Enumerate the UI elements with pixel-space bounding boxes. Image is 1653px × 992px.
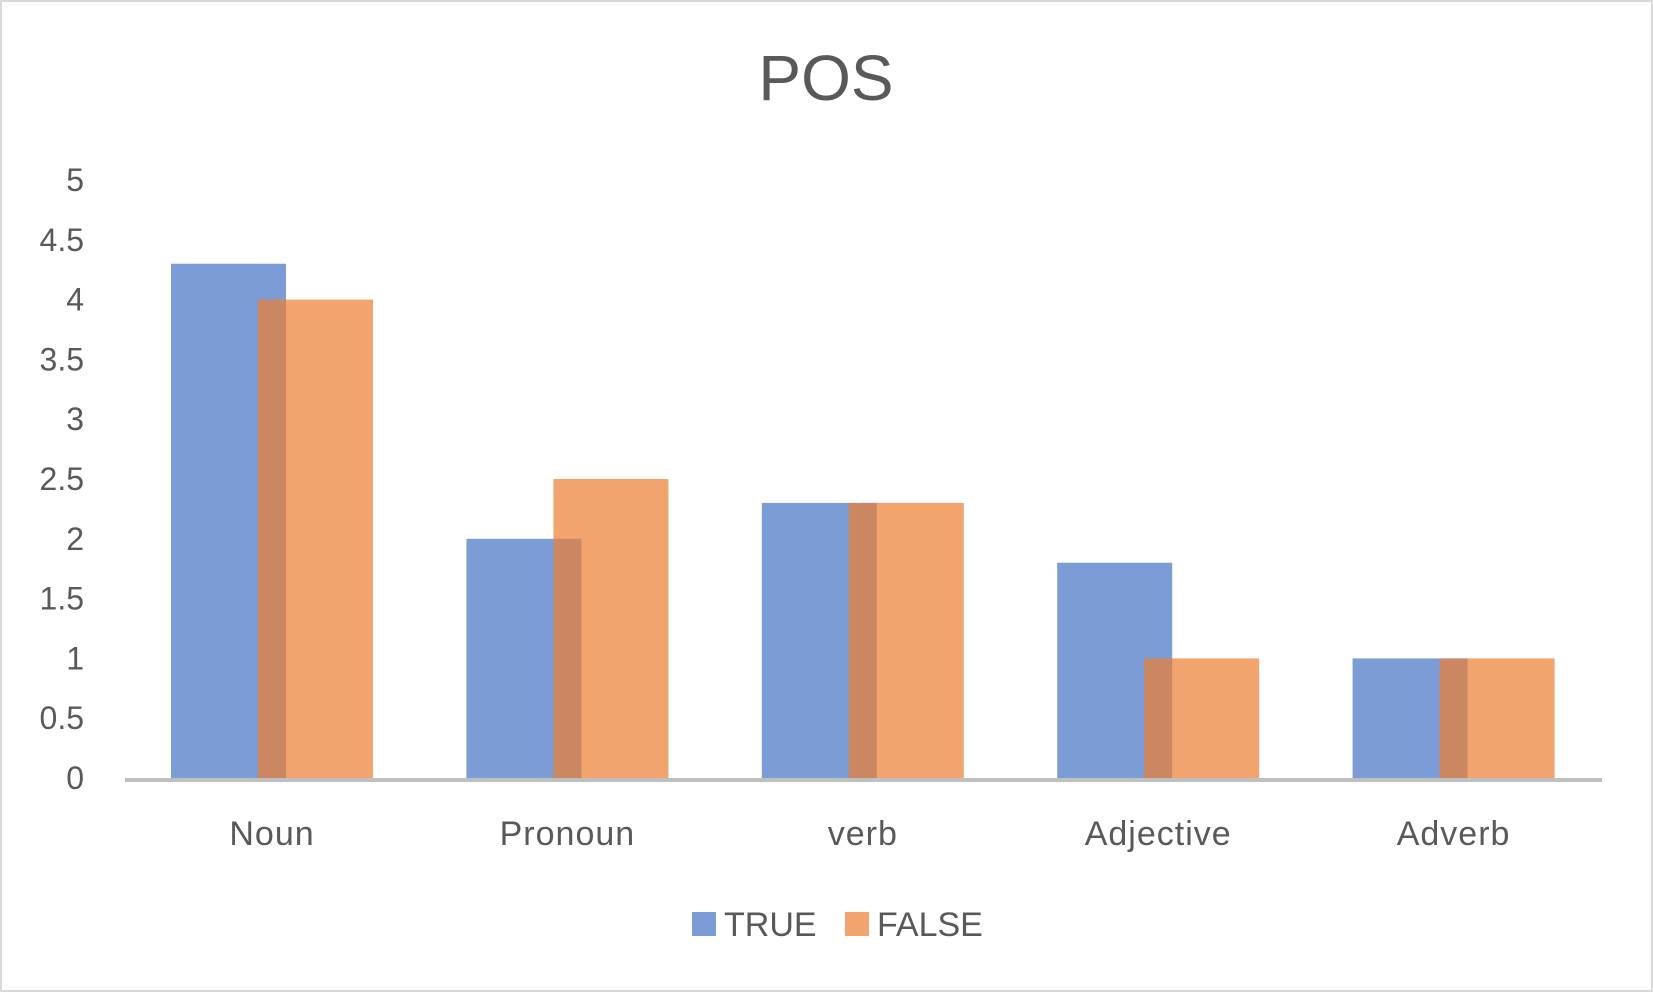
y-tick-label: 0	[66, 760, 84, 796]
bar-false-adverb	[1439, 658, 1555, 778]
legend-swatch-false	[845, 912, 869, 936]
y-tick-label: 0.5	[40, 700, 84, 736]
y-tick-label: 2	[66, 521, 84, 557]
bar-false-pronoun	[553, 479, 669, 778]
y-tick-label: 4.5	[40, 222, 84, 258]
y-tick-label: 2.5	[40, 461, 84, 497]
y-tick-label: 3	[66, 401, 84, 437]
bar-false-adjective	[1144, 658, 1260, 778]
legend: TRUE FALSE	[692, 906, 983, 944]
legend-swatch-true	[692, 912, 716, 936]
y-axis-ticks: 0 0.5 1 1.5 2 2.5 3 3.5 4 4.5 5	[40, 162, 84, 796]
chart-title: POS	[758, 42, 893, 114]
bars	[171, 263, 1555, 779]
y-tick-label: 1.5	[40, 581, 84, 617]
x-category-label: Adjective	[1085, 815, 1232, 853]
bar-false-verb	[848, 502, 964, 778]
y-tick-label: 3.5	[40, 341, 84, 377]
legend-label-true: TRUE	[724, 906, 817, 944]
x-category-label: Adverb	[1397, 815, 1511, 853]
y-tick-label: 5	[66, 162, 84, 198]
x-axis-categories: Noun Pronoun verb Adjective Adverb	[229, 815, 1511, 853]
y-tick-label: 1	[66, 640, 84, 676]
x-category-label: Pronoun	[500, 815, 636, 853]
x-category-label: Noun	[229, 815, 314, 853]
legend-label-false: FALSE	[877, 906, 983, 944]
x-category-label: verb	[828, 815, 898, 853]
bar-false-noun	[258, 299, 373, 778]
y-tick-label: 4	[66, 282, 84, 318]
